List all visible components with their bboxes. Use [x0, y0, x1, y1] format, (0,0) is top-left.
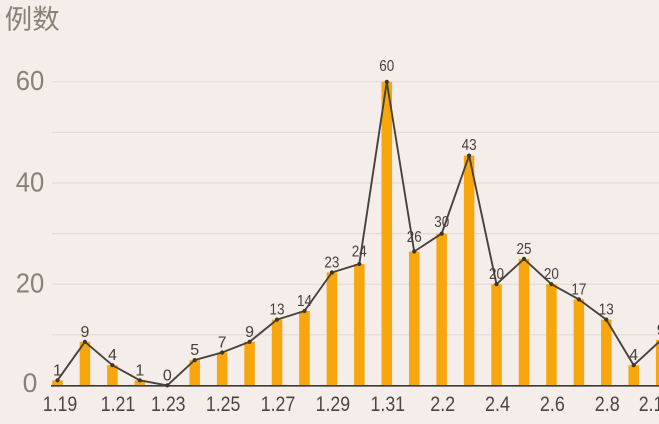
svg-text:20: 20	[544, 266, 559, 283]
svg-text:1: 1	[53, 362, 62, 379]
svg-text:43: 43	[462, 137, 477, 154]
svg-text:1.19: 1.19	[43, 393, 78, 416]
svg-text:2.2: 2.2	[430, 393, 455, 416]
svg-text:9: 9	[657, 322, 659, 339]
svg-text:2.10: 2.10	[639, 393, 659, 416]
svg-text:9: 9	[245, 324, 254, 341]
svg-text:24: 24	[352, 244, 367, 261]
svg-text:1.21: 1.21	[101, 393, 136, 416]
svg-text:1.25: 1.25	[206, 393, 241, 416]
svg-text:23: 23	[324, 255, 339, 272]
svg-text:2.8: 2.8	[595, 393, 620, 416]
svg-text:40: 40	[16, 166, 45, 197]
svg-text:1.23: 1.23	[151, 393, 186, 416]
svg-text:20: 20	[16, 268, 45, 299]
svg-text:30: 30	[434, 214, 449, 231]
svg-text:60: 60	[379, 58, 394, 75]
svg-text:14: 14	[297, 293, 312, 310]
svg-text:17: 17	[571, 281, 586, 298]
svg-text:1.27: 1.27	[261, 393, 296, 416]
svg-text:26: 26	[407, 229, 422, 246]
svg-text:7: 7	[218, 335, 227, 352]
svg-text:5: 5	[190, 342, 199, 359]
svg-text:2.6: 2.6	[540, 393, 565, 416]
svg-text:1.29: 1.29	[316, 393, 351, 416]
svg-text:2.4: 2.4	[485, 393, 510, 416]
svg-text:4: 4	[108, 347, 117, 364]
svg-text:25: 25	[517, 241, 532, 258]
svg-text:4: 4	[629, 347, 638, 364]
svg-text:1: 1	[135, 362, 144, 379]
svg-text:20: 20	[489, 266, 504, 283]
svg-text:60: 60	[16, 65, 45, 96]
svg-text:13: 13	[599, 302, 614, 319]
svg-text:0: 0	[163, 367, 172, 384]
svg-text:9: 9	[80, 324, 89, 341]
svg-text:0: 0	[23, 368, 38, 398]
svg-text:1.31: 1.31	[371, 393, 406, 416]
svg-text:13: 13	[270, 302, 285, 319]
